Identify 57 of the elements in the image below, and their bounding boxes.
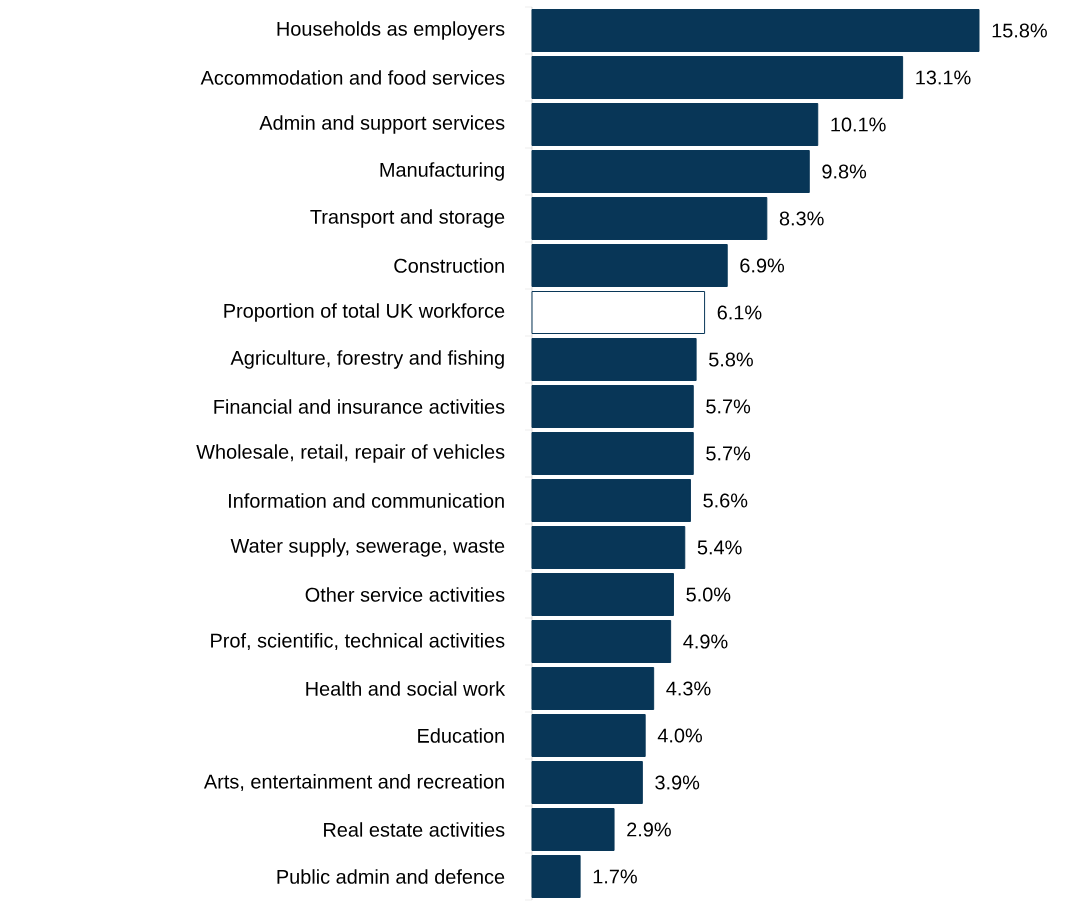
data-label: 5.7% [706,399,751,414]
bar [531,197,768,240]
bar [531,9,980,52]
data-label: 15.8% [992,23,1047,38]
y-tick-label: Prof, scientific, technical activities [211,633,505,650]
bar [531,338,697,381]
data-label: 5.8% [709,352,753,367]
bar [531,56,904,99]
data-label: 5.7% [706,446,751,461]
bar [531,808,615,852]
y-tick-label: Manufacturing [380,162,504,181]
bar [531,526,686,570]
y-tick-label: Other service activities [305,587,505,602]
y-tick-label: Financial and insurance activities [214,399,505,414]
data-label: 10.1% [831,117,886,132]
bar [531,855,581,899]
y-tick-label: Transport and storage [310,209,505,228]
data-label: 5.6% [703,493,748,508]
y-tick-label: Proportion of total UK workforce [224,303,505,322]
bar [531,620,672,664]
y-tick-label: Water supply, sewerage, waste [230,538,505,557]
data-label: 6.9% [740,258,785,273]
bar [531,432,694,476]
y-tick-label: Education [418,728,504,743]
bar [531,150,810,193]
bar [531,714,646,758]
bar [531,761,643,805]
y-tick-label: Accommodation and food services [200,70,505,85]
data-label: 6.1% [717,305,762,320]
y-tick-label: Information and communication [229,493,504,508]
bar [531,573,674,617]
data-label: 2.9% [627,822,671,837]
bar [531,103,819,146]
y-tick-label: Health and social work [306,681,506,696]
data-label: 8.3% [779,211,824,226]
y-tick-label: Wholesale, retail, repair of vehicles [196,444,505,463]
data-label: 4.9% [683,634,728,649]
data-label: 3.9% [655,775,700,790]
bar [531,291,706,334]
y-tick-label: Public admin and defence [277,869,505,884]
bar [531,479,691,523]
data-label: 9.8% [822,164,867,179]
data-label: 5.0% [686,587,731,602]
y-tick-label: Construction [394,258,504,273]
y-tick-label: Arts, entertainment and recreation [203,774,504,791]
data-label: 5.4% [697,540,742,555]
y-tick-label: Admin and support services [259,115,505,134]
data-label: 4.0% [657,728,702,743]
bar [531,244,728,287]
data-label: 1.7% [593,869,637,884]
data-label: 13.1% [916,70,971,85]
y-tick-label: Households as employers [277,21,505,40]
y-tick-label: Agriculture, forestry and fishing [230,350,504,369]
y-tick-label: Real estate activities [324,822,505,837]
bar [531,667,655,711]
bar [531,385,694,429]
data-label: 4.3% [666,681,711,696]
